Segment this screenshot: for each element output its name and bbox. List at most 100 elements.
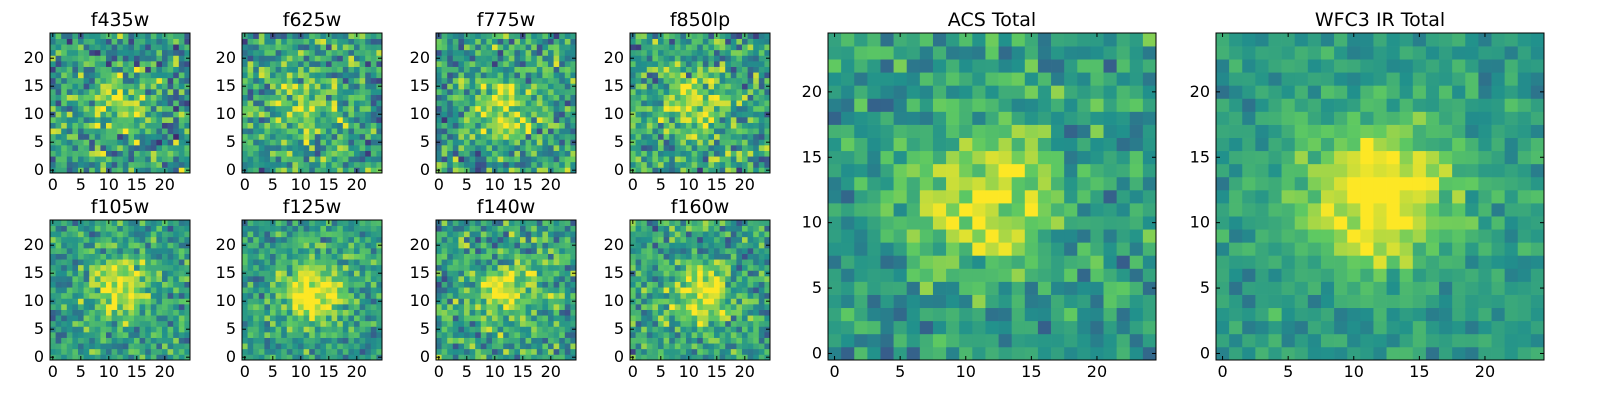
heatmap-cell (242, 309, 248, 316)
heatmap-cell (66, 66, 73, 73)
heatmap-cell (646, 145, 653, 151)
heatmap-cell (247, 264, 254, 271)
heatmap-cell (663, 33, 670, 39)
heatmap-cell (281, 343, 288, 350)
heatmap-cell (492, 326, 498, 333)
heatmap-cell (264, 94, 271, 101)
heatmap-cell (253, 248, 260, 254)
heatmap-cell (61, 304, 68, 310)
heatmap-cell (303, 133, 310, 140)
heatmap-cell (270, 248, 276, 254)
heatmap-cell (441, 231, 448, 238)
heatmap-cell (111, 133, 118, 140)
heatmap-cell (72, 133, 79, 140)
heatmap-cell (83, 253, 90, 260)
heatmap-cell (658, 150, 664, 157)
heatmap-cell (128, 145, 135, 151)
heatmap-cell (55, 348, 62, 355)
heatmap-cell (708, 44, 715, 51)
heatmap-cell (658, 77, 664, 84)
heatmap-cell (691, 298, 698, 305)
heatmap-cell (452, 117, 459, 123)
heatmap-cell (117, 111, 124, 118)
heatmap-cell (753, 320, 760, 327)
heatmap-cell (376, 253, 383, 260)
heatmap-cell (264, 242, 271, 249)
heatmap-cell (447, 298, 454, 305)
heatmap-cell (331, 89, 338, 95)
heatmap-cell (150, 105, 157, 112)
heatmap-cell (258, 161, 265, 168)
heatmap-cell (122, 248, 129, 254)
heatmap-cell (447, 354, 454, 361)
heatmap-cell (475, 220, 482, 226)
heatmap-cell (89, 38, 96, 45)
heatmap-cell (326, 248, 332, 254)
heatmap-cell (365, 105, 372, 112)
heatmap-cell (106, 105, 112, 112)
heatmap-cell (376, 77, 383, 84)
heatmap-cell (708, 139, 715, 146)
heatmap-cell (548, 242, 554, 249)
heatmap-cell (635, 105, 642, 112)
heatmap-cell (452, 111, 459, 118)
heatmap-cell (370, 33, 377, 39)
heatmap-cell (548, 298, 554, 305)
heatmap-cell (314, 61, 321, 67)
heatmap-cell (111, 326, 118, 333)
heatmap-cell (354, 150, 360, 157)
heatmap-cell (452, 100, 459, 107)
heatmap-cell (492, 105, 498, 112)
heatmap-cell (348, 100, 355, 107)
heatmap-cell (753, 315, 760, 322)
heatmap-cell (89, 33, 96, 39)
heatmap-cell (83, 150, 90, 157)
heatmap-cell (658, 66, 664, 73)
heatmap-cell (686, 89, 692, 95)
heatmap-cell (663, 292, 670, 299)
heatmap-cell (480, 304, 487, 310)
x-tick-label: 0 (434, 175, 444, 194)
heatmap-cell (134, 231, 140, 238)
y-tick-label: 5 (226, 319, 236, 338)
heatmap-cell (264, 111, 271, 118)
heatmap-cell (292, 33, 299, 39)
heatmap-cell (122, 326, 129, 333)
heatmap-cell (725, 111, 732, 118)
heatmap-cell (111, 309, 118, 316)
heatmap-cell (658, 270, 664, 277)
heatmap-cell (303, 292, 310, 299)
heatmap-cell (497, 33, 504, 39)
heatmap-cell (542, 264, 549, 271)
heatmap-cell (441, 309, 448, 316)
heatmap-cell (253, 231, 260, 238)
heatmap-cell (94, 304, 101, 310)
heatmap-cell (514, 77, 521, 84)
heatmap-cell (83, 354, 90, 361)
heatmap-cell (55, 139, 62, 146)
heatmap-cell (452, 253, 459, 260)
heatmap-cell (702, 281, 709, 288)
heatmap-cell (441, 276, 448, 282)
heatmap-cell (697, 304, 704, 310)
heatmap-cell (570, 264, 577, 271)
heatmap-cell (680, 49, 687, 56)
heatmap-cell (708, 94, 715, 101)
heatmap-cell (736, 309, 743, 316)
heatmap-cell (320, 326, 327, 333)
heatmap-cell (702, 100, 709, 107)
heatmap-cell (145, 236, 152, 243)
heatmap-cell (156, 287, 163, 294)
heatmap-cell (242, 122, 248, 129)
heatmap-cell (145, 38, 152, 45)
heatmap-cell (348, 343, 355, 350)
heatmap-cell (536, 326, 543, 333)
y-tick-label: 0 (420, 347, 430, 366)
heatmap-cell (514, 264, 521, 271)
heatmap-cell (139, 89, 146, 95)
heatmap-cell (292, 72, 299, 79)
heatmap-cell (139, 145, 146, 151)
heatmap-cell (303, 343, 310, 350)
heatmap-cell (61, 264, 68, 271)
heatmap-cell (359, 94, 366, 101)
